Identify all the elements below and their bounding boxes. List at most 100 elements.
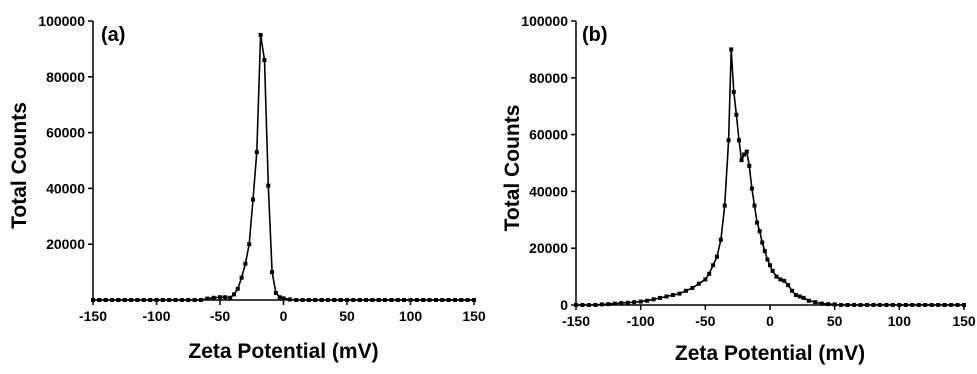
data-point [786,283,791,288]
data-point [239,275,244,280]
data-point [211,295,216,300]
data-point [865,303,869,307]
data-point [313,298,318,302]
y-tick-label: 20000 [529,240,568,256]
data-point [141,298,146,302]
data-point [446,298,451,302]
data-point [797,294,802,299]
chart-panel-a: -150 -100 -50 0 50 100 150 20000 40000 60000 80000… [8,13,486,363]
data-point [744,149,749,154]
data-point [440,298,445,302]
data-point [218,295,222,300]
data-point [122,298,127,302]
data-point [819,301,824,306]
y-tick-label: 80000 [46,69,85,85]
data-point [658,295,663,300]
data-point [351,298,356,302]
x-tick-label: -150 [562,313,590,329]
data-point [97,298,102,302]
data-point [332,298,337,302]
data-point [270,270,275,275]
data-point [129,298,134,302]
data-point [760,240,765,245]
data-point [703,277,708,282]
y-tick-label: 100000 [521,13,568,29]
data-point [762,249,767,254]
data-point [414,298,419,302]
data-point [300,298,305,302]
data-point [839,303,844,307]
y-axis-title: Total Counts [8,102,31,229]
data-point [722,203,727,208]
data-point [433,298,438,302]
data-point [897,303,902,307]
data-point [580,303,585,307]
data-point [871,303,876,307]
data-point [281,296,286,301]
x-tick-label: 100 [399,308,423,324]
data-point [148,298,153,302]
data-point [135,298,140,302]
data-point [306,298,311,302]
data-point [247,242,252,247]
data-point [179,298,184,302]
data-point [765,257,770,262]
data-point [574,303,578,307]
data-point [645,298,650,303]
data-point [696,281,701,286]
data-point [154,298,159,302]
data-point [638,299,643,304]
chart-panel-b: -150 -100 -50 0 50 100 150 0 20000 40000 60000 8000… [501,13,976,365]
data-point [729,47,734,52]
data-point [319,298,324,302]
data-point [599,302,604,307]
data-point [370,298,375,302]
data-point [949,303,954,307]
data-point [198,298,203,302]
x-tick-label: 50 [339,308,355,324]
y-tick-label: 40000 [529,183,568,199]
data-point [929,303,934,307]
data-point [266,183,271,188]
data-point [714,254,719,259]
data-point [243,261,248,266]
data-point [749,186,754,191]
data-point [465,298,470,302]
x-axis-title: Zeta Potential (mV) [675,342,865,365]
data-point [770,268,775,273]
data-point [739,158,744,163]
data-point [768,263,772,268]
data-point [357,298,362,302]
data-point [806,298,811,303]
data-point [186,298,191,302]
data-point [223,295,228,300]
data-point [826,302,831,307]
data-point [167,298,172,302]
data-point [955,303,960,307]
data-point [612,301,617,306]
data-point [923,303,928,307]
data-point [231,292,236,297]
data-point [718,237,723,242]
data-point [294,298,299,302]
data-point [586,303,591,307]
data-point [459,298,464,302]
data-point [755,220,760,225]
data-point [192,298,197,302]
data-point [683,288,688,293]
data-point [789,288,794,293]
data-point [389,298,394,302]
data-point [277,295,282,300]
data-point [757,229,762,234]
data-point [408,298,413,302]
data-point [731,90,736,94]
data-point [962,303,966,307]
data-point [832,302,837,307]
y-tick-label: 20000 [46,236,85,252]
data-point [747,163,752,168]
data-point [160,298,165,302]
data-point [116,298,121,302]
data-point [345,298,349,302]
